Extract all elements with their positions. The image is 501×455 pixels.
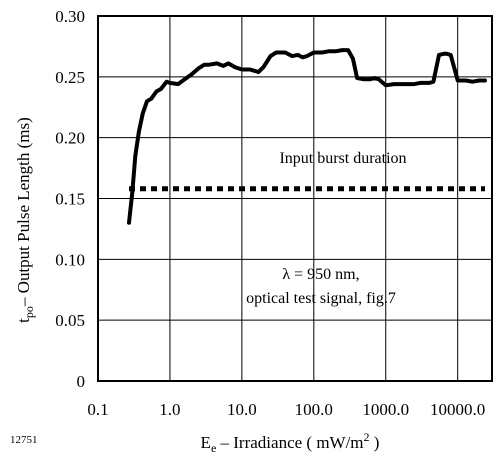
- pulse-length-curve: [127, 48, 487, 225]
- y-tick-label-3: 0.15: [55, 190, 85, 209]
- y-tick-labels: 0 0.05 0.10 0.15 0.20 0.25 0.30: [55, 7, 85, 391]
- annotation-lambda: λ = 950 nm,: [282, 266, 359, 283]
- x-tick-labels: 0.1 1.0 10.0 100.0 1000.0 10000.0: [87, 400, 485, 419]
- annotation-burst: Input burst duration: [279, 150, 406, 167]
- y-tick-label-6: 0.30: [55, 7, 85, 26]
- x-tick-label-4: 1000.0: [362, 400, 409, 419]
- y-tick-label-5: 0.25: [55, 68, 85, 87]
- x-tick-label-5: 10000.0: [430, 400, 485, 419]
- x-tick-label-3: 100.0: [295, 400, 333, 419]
- x-tick-label-1: 1.0: [159, 400, 180, 419]
- y-axis-label: tpo– Output Pulse Length (ms): [14, 117, 36, 323]
- x-tick-label-0: 0.1: [87, 400, 108, 419]
- x-tick-label-2: 10.0: [227, 400, 257, 419]
- x-axis-label: Ee – Irradiance ( mW/m2 ): [201, 430, 380, 455]
- figure-number: 12751: [10, 434, 38, 446]
- annotation-signal: optical test signal, fig.7: [246, 290, 396, 307]
- data-series: [127, 48, 487, 225]
- y-tick-label-1: 0.05: [55, 311, 85, 330]
- y-tick-label-0: 0: [77, 372, 86, 391]
- y-tick-label-2: 0.10: [55, 250, 85, 269]
- grid-lines: [98, 16, 492, 381]
- plot-frame: [97, 15, 493, 382]
- y-tick-label-4: 0.20: [55, 129, 85, 148]
